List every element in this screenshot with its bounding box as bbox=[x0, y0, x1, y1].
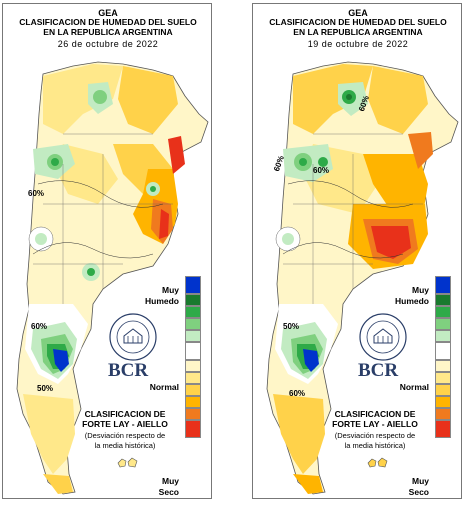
classification-note2: la media histórica) bbox=[94, 441, 156, 450]
map-title-line3: EN LA REPUBLICA ARGENTINA bbox=[43, 27, 173, 37]
legend-muy-seco-2: Seco bbox=[158, 487, 179, 497]
contour-label: 60% bbox=[313, 166, 330, 175]
bcr-logo-text: BCR bbox=[108, 360, 149, 381]
contour-label: 60% bbox=[289, 389, 306, 398]
bcr-seal-logo bbox=[359, 313, 407, 361]
bcr-seal-logo bbox=[109, 313, 157, 361]
legend-muy-seco-2: Seco bbox=[408, 487, 429, 497]
legend-color-bar bbox=[435, 276, 451, 438]
map-title-gea: GEA bbox=[348, 8, 368, 18]
legend-muy-humedo-1: Muy bbox=[412, 285, 429, 295]
map-title-line2: CLASIFICACION DE HUMEDAD DEL SUELO bbox=[19, 17, 197, 27]
map-title-gea: GEA bbox=[98, 8, 118, 18]
islas-malvinas bbox=[117, 457, 138, 468]
classification-line1: CLASIFICACION DE bbox=[334, 409, 416, 419]
classification-line2: FORTE LAY - AIELLO bbox=[82, 419, 168, 429]
legend-muy-humedo-2: Humedo bbox=[145, 296, 179, 306]
map-title-line2: CLASIFICACION DE HUMEDAD DEL SUELO bbox=[269, 17, 447, 27]
legend-muy-seco-1: Muy bbox=[412, 476, 429, 486]
map-title-line3: EN LA REPUBLICA ARGENTINA bbox=[293, 27, 423, 37]
legend-normal: Normal bbox=[399, 382, 429, 392]
map-panel-right: GEA CLASIFICACION DE HUMEDAD DEL SUELO E… bbox=[252, 3, 462, 499]
contour-label: 60% bbox=[31, 322, 48, 331]
legend-muy-humedo-2: Humedo bbox=[395, 296, 429, 306]
islas-malvinas bbox=[367, 457, 388, 468]
contour-label: 50% bbox=[283, 322, 300, 331]
argentina-map-right bbox=[266, 61, 459, 495]
classification-note1: (Desviación respecto de bbox=[84, 431, 166, 440]
legend-normal: Normal bbox=[149, 382, 179, 392]
legend-color-bar bbox=[185, 276, 201, 438]
contour-label: 50% bbox=[37, 384, 54, 393]
bcr-logo-text: BCR bbox=[358, 360, 399, 381]
legend-muy-seco-1: Muy bbox=[162, 476, 179, 486]
contour-label: 60% bbox=[28, 189, 45, 198]
argentina-map-left bbox=[16, 61, 209, 495]
classification-note1: (Desviación respecto de bbox=[334, 431, 416, 440]
classification-line1: CLASIFICACION DE bbox=[84, 409, 166, 419]
classification-line2: FORTE LAY - AIELLO bbox=[332, 419, 418, 429]
legend-muy-humedo-1: Muy bbox=[162, 285, 179, 295]
classification-note2: la media histórica) bbox=[344, 441, 406, 450]
map-date: 26 de octubre de 2022 bbox=[57, 39, 159, 49]
map-panel-left: GEA CLASIFICACION DE HUMEDAD DEL SUELO E… bbox=[2, 3, 212, 499]
map-date: 19 de octubre de 2022 bbox=[307, 39, 409, 49]
